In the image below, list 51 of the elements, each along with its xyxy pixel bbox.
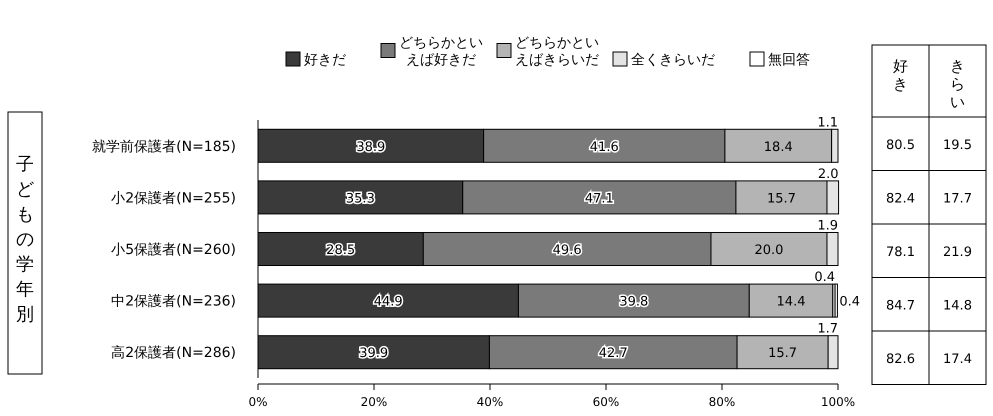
data-label: 0.4: [814, 270, 836, 286]
legend-label: 全くきらいだ: [631, 52, 715, 68]
legend-label: 好きだ: [304, 52, 346, 68]
text: 19.5: [943, 138, 972, 153]
text: 21.9: [943, 244, 972, 260]
data-label: 49.6: [552, 243, 582, 258]
data-label: 28.5: [326, 243, 356, 258]
text: 好き: [893, 57, 908, 93]
data-label: 0.4: [839, 294, 860, 310]
data-label: 39.8: [619, 294, 648, 310]
legend-label: どちらかといえばきらいだ: [515, 35, 599, 68]
legend-label: 無回答: [768, 52, 810, 68]
y-tick-label: 高2保護者(N=286): [111, 345, 236, 362]
text: きらい: [950, 57, 965, 111]
data-label: 41.6: [590, 140, 619, 155]
x-tick-label: 100%: [820, 395, 856, 409]
text: 14.8: [943, 298, 972, 314]
data-label: 39.9: [359, 346, 388, 362]
y-tick-label: 中2保護者(N=236): [111, 294, 236, 310]
y-axis-title: 子どもの学年別: [16, 154, 34, 325]
legend-label: どちらかといえば好きだ: [399, 35, 483, 68]
text: 17.7: [943, 191, 972, 206]
text: 82.4: [886, 191, 915, 206]
text: 17.4: [943, 352, 972, 367]
y-tick-label: 就学前保護者(N=185): [92, 138, 236, 155]
data-label: 14.4: [776, 294, 806, 310]
data-label: 1.7: [817, 322, 838, 337]
x-tick-label: 60%: [592, 395, 620, 409]
bar: [834, 284, 838, 318]
data-label: 47.1: [584, 191, 614, 206]
data-label: 15.7: [766, 191, 796, 206]
x-tick-label: 80%: [708, 395, 736, 409]
data-label: 35.3: [346, 191, 375, 206]
text: 78.1: [886, 244, 915, 260]
x-tick-label: 20%: [360, 395, 388, 409]
data-label: 15.7: [768, 346, 798, 362]
data-label: 38.9: [356, 140, 386, 155]
y-tick-label: 小2保護者(N=255): [111, 190, 236, 206]
text: 80.5: [886, 138, 915, 153]
data-label: 1.1: [817, 115, 838, 130]
x-tick-label: 40%: [476, 395, 504, 409]
data-label: 1.9: [817, 218, 838, 234]
data-label: 42.7: [598, 346, 628, 362]
data-label: 2.0: [818, 166, 839, 182]
data-label: 44.9: [374, 294, 403, 310]
y-tick-label: 小5保護者(N=260): [111, 242, 236, 258]
x-tick-label: 0%: [248, 395, 268, 409]
data-label: 18.4: [764, 140, 793, 155]
data-label: 20.0: [754, 243, 784, 258]
text: 84.7: [886, 298, 915, 314]
text: 82.6: [886, 352, 915, 367]
